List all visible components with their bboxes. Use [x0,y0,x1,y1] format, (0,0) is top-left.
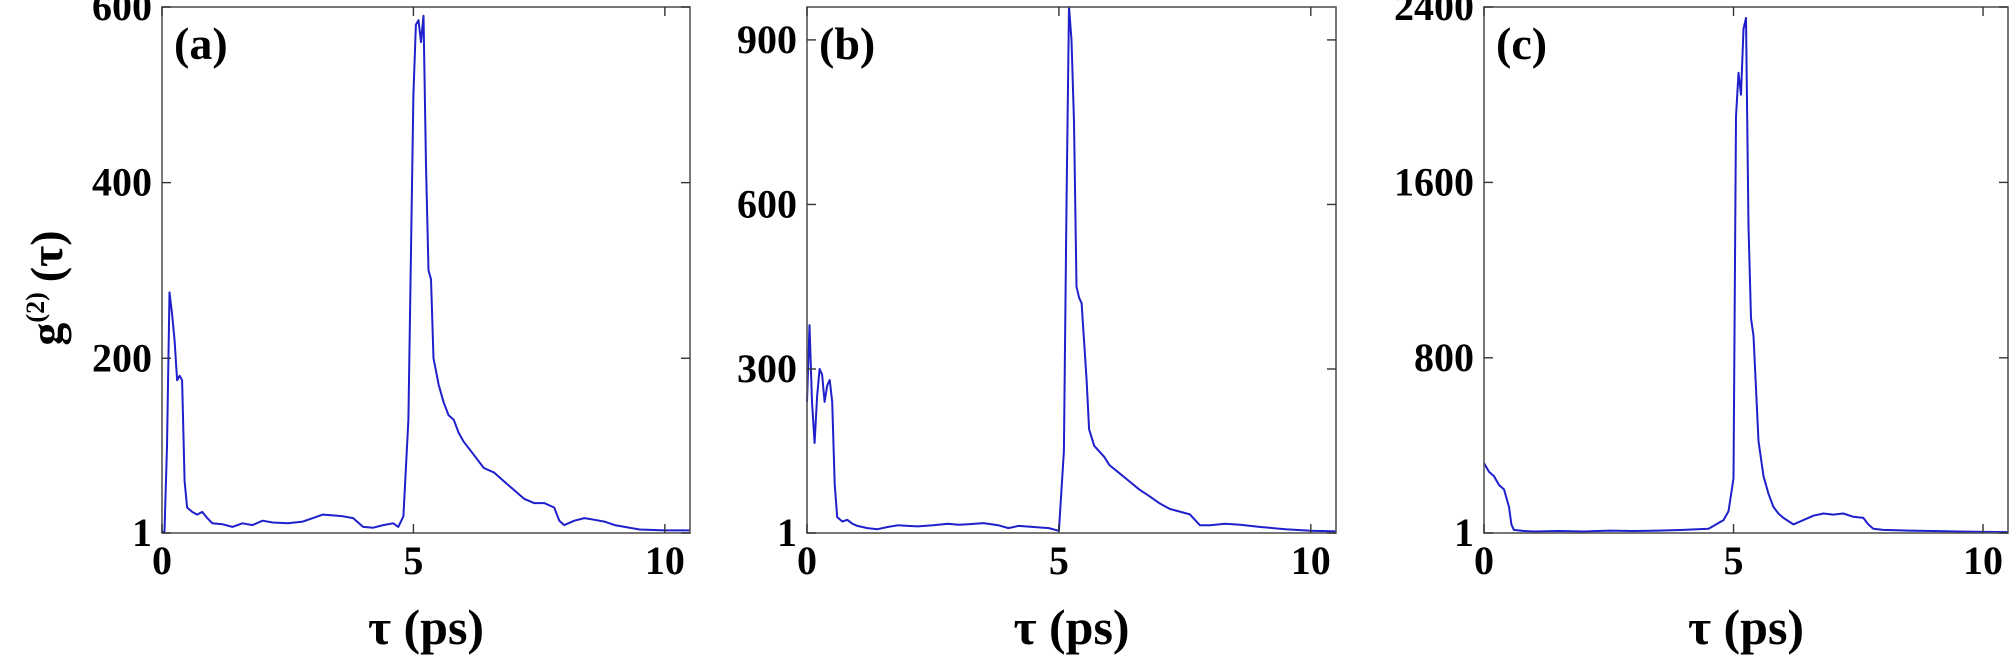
x-tick-label: 0 [797,538,817,583]
panel-label: (c) [1496,18,1547,69]
y-tick-label: 600 [92,0,152,29]
x-axis-label: τ (ps) [368,599,484,655]
panel-a: 0 5 10 1 200 400 600 (a) τ (ps) [92,0,691,655]
plot-frame [161,6,691,534]
plot-frame [806,6,1337,534]
y-axis-label-main: g [21,323,72,346]
y-tick-label: 200 [92,335,152,380]
y-tick-label: 300 [737,346,797,391]
y-tick-label: 800 [1414,335,1474,380]
panel-c: 0 5 10 1 800 1600 2400 (c) τ (ps) [1394,0,2009,655]
g2-series-line [161,14,690,534]
shared-y-axis-label: g(2) (τ) [21,230,72,345]
x-tick-label: 10 [1291,538,1331,583]
y-tick-label: 1 [777,510,797,555]
y-axis-label-argument: (τ) [21,230,72,282]
x-tick-label: 5 [1724,538,1744,583]
x-tick-label: 10 [1963,538,2003,583]
g2-series-line [1483,17,2009,534]
y-tick-label: 1 [132,510,152,555]
x-tick-label: 0 [1474,538,1494,583]
y-tick-label: 1600 [1394,159,1474,204]
panel-label: (b) [819,18,875,69]
y-tick-label: 400 [92,160,152,205]
panel-b: 0 5 10 1 300 600 900 (b) τ (ps) [737,6,1337,655]
x-tick-label: 10 [645,538,685,583]
x-tick-label: 5 [403,538,423,583]
plot-frame [1483,6,2009,534]
x-axis-label: τ (ps) [1013,599,1129,655]
x-axis-label: τ (ps) [1688,599,1804,655]
y-tick-label: 2400 [1394,0,1474,29]
y-tick-label: 900 [737,17,797,62]
y-axis-label: g(2) (τ) [21,230,72,345]
y-tick-label: 600 [737,181,797,226]
x-tick-label: 5 [1049,538,1069,583]
x-tick-label: 0 [152,538,172,583]
g2-series-line [806,6,1337,533]
y-tick-label: 1 [1454,510,1474,555]
y-axis-label-superscript: (2) [21,292,50,322]
panel-label: (a) [174,18,228,69]
